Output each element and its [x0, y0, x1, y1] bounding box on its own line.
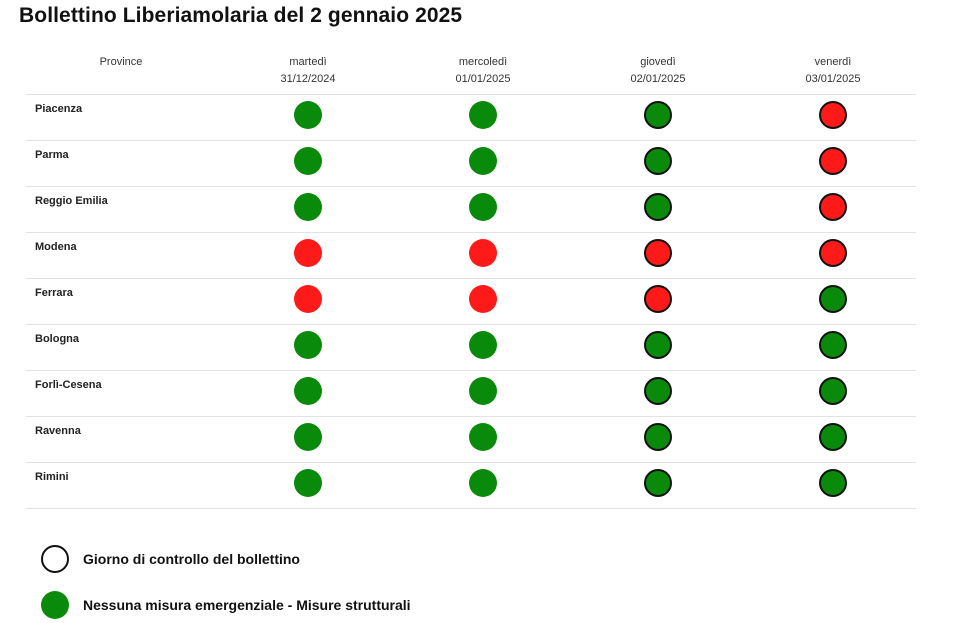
green-status-dot — [469, 147, 497, 175]
red-status-dot — [294, 285, 322, 313]
day-column-header: mercoledì 01/01/2025 — [423, 54, 543, 88]
table-row: Piacenza — [26, 95, 916, 141]
green-status-dot — [644, 423, 672, 451]
table-body: Piacenza Parma Reggio Emilia Modena Ferrara B… — [26, 95, 916, 509]
green-status-dot — [819, 331, 847, 359]
day-weekday: mercoledì — [458, 56, 508, 68]
green-circle-icon — [41, 591, 69, 619]
red-status-dot — [644, 239, 672, 267]
green-status-dot — [819, 469, 847, 497]
province-name: Reggio Emilia — [35, 195, 108, 207]
green-status-dot — [294, 331, 322, 359]
province-name: Bologna — [35, 333, 79, 345]
red-status-dot — [469, 239, 497, 267]
day-weekday: venerdì — [814, 56, 852, 68]
province-name: Parma — [35, 149, 69, 161]
green-status-dot — [294, 193, 322, 221]
green-status-dot — [294, 101, 322, 129]
bulletin-table: Province martedì 31/12/2024 mercoledì 01… — [26, 52, 916, 509]
legend-label: Giorno di controllo del bollettino — [83, 551, 300, 567]
green-status-dot — [294, 147, 322, 175]
green-status-dot — [294, 423, 322, 451]
green-status-dot — [469, 469, 497, 497]
province-name: Forlì-Cesena — [35, 379, 102, 391]
province-name: Rimini — [35, 471, 69, 483]
outline-circle-icon — [41, 545, 69, 573]
table-row: Ferrara — [26, 279, 916, 325]
table-row: Forlì-Cesena — [26, 371, 916, 417]
green-status-dot — [644, 147, 672, 175]
green-status-dot — [644, 469, 672, 497]
green-status-dot — [819, 377, 847, 405]
green-status-dot — [819, 423, 847, 451]
day-column-header: venerdì 03/01/2025 — [773, 54, 893, 88]
province-name: Ravenna — [35, 425, 81, 437]
green-status-dot — [469, 193, 497, 221]
red-status-dot — [819, 239, 847, 267]
day-date: 31/12/2024 — [280, 73, 336, 85]
day-date: 01/01/2025 — [455, 73, 511, 85]
green-status-dot — [469, 101, 497, 129]
red-status-dot — [294, 239, 322, 267]
table-header-row: Province martedì 31/12/2024 mercoledì 01… — [26, 52, 916, 95]
red-status-dot — [819, 193, 847, 221]
day-weekday: martedì — [289, 56, 327, 68]
green-status-dot — [469, 423, 497, 451]
legend-item-no-emergency: Nessuna misura emergenziale - Misure str… — [41, 591, 411, 619]
red-status-dot — [819, 101, 847, 129]
province-name: Ferrara — [35, 287, 73, 299]
green-status-dot — [644, 101, 672, 129]
table-row: Modena — [26, 233, 916, 279]
green-status-dot — [294, 469, 322, 497]
green-status-dot — [644, 377, 672, 405]
legend-label: Nessuna misura emergenziale - Misure str… — [83, 597, 411, 613]
green-status-dot — [644, 331, 672, 359]
province-name: Piacenza — [35, 103, 83, 115]
table-row: Ravenna — [26, 417, 916, 463]
table-row: Bologna — [26, 325, 916, 371]
red-status-dot — [819, 147, 847, 175]
province-name: Modena — [35, 241, 77, 253]
red-status-dot — [644, 285, 672, 313]
green-status-dot — [469, 331, 497, 359]
day-column-header: giovedì 02/01/2025 — [598, 54, 718, 88]
green-status-dot — [644, 193, 672, 221]
page-title: Bollettino Liberiamolaria del 2 gennaio … — [19, 4, 463, 27]
green-status-dot — [819, 285, 847, 313]
day-column-header: martedì 31/12/2024 — [248, 54, 368, 88]
table-row: Parma — [26, 141, 916, 187]
table-row: Reggio Emilia — [26, 187, 916, 233]
red-status-dot — [469, 285, 497, 313]
province-column-header: Province — [99, 56, 143, 68]
table-row: Rimini — [26, 463, 916, 509]
green-status-dot — [294, 377, 322, 405]
day-weekday: giovedì — [640, 56, 676, 68]
green-status-dot — [469, 377, 497, 405]
day-date: 02/01/2025 — [630, 73, 686, 85]
day-date: 03/01/2025 — [805, 73, 861, 85]
legend-item-control-day: Giorno di controllo del bollettino — [41, 545, 300, 573]
